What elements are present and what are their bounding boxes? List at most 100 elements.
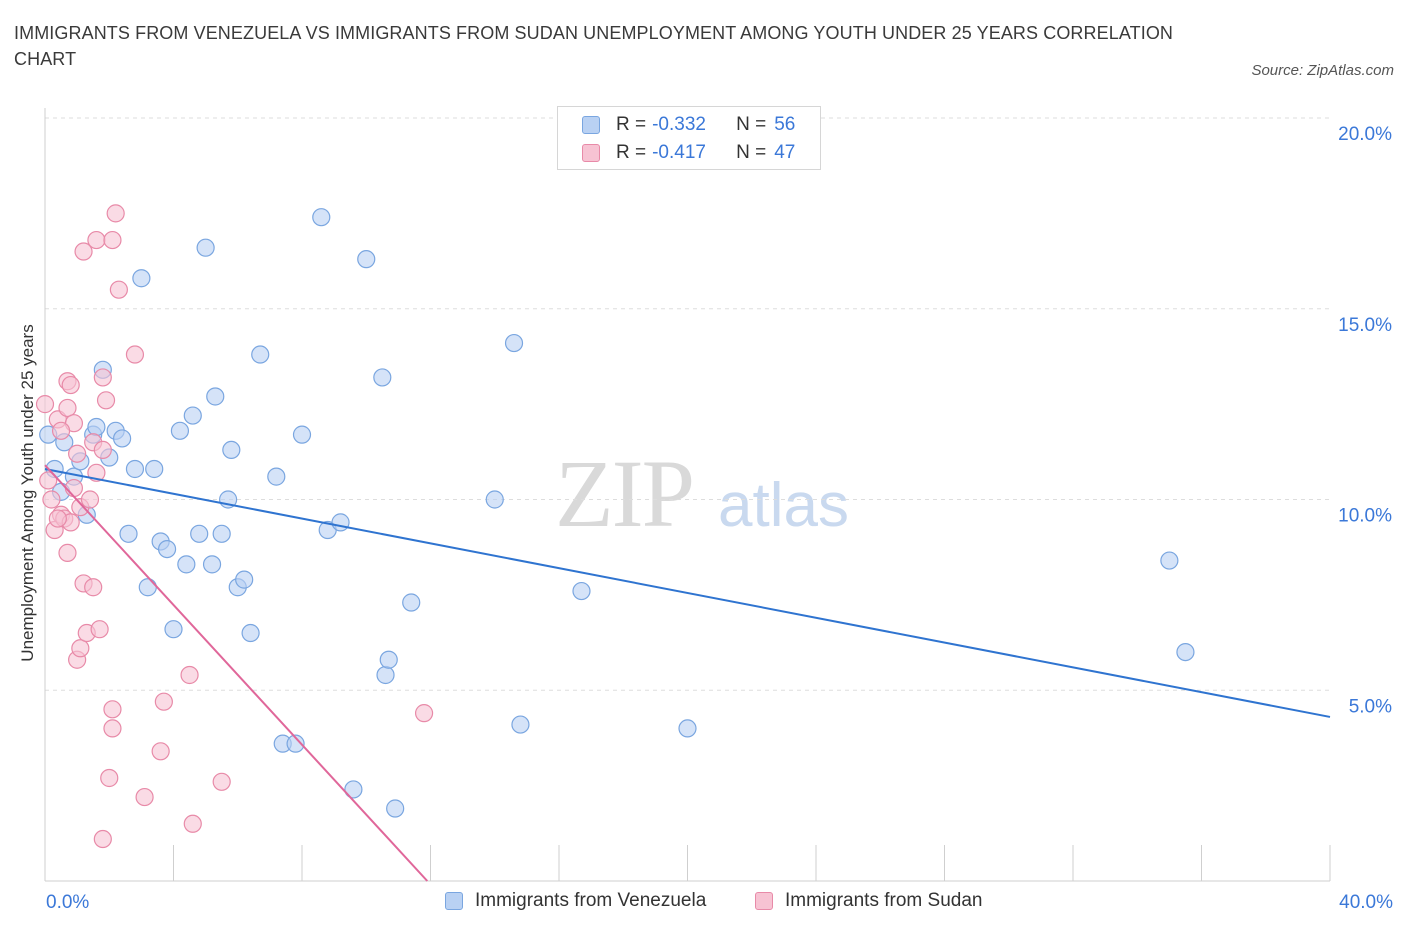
venezuela-point xyxy=(1176,642,1195,662)
venezuela-point xyxy=(87,417,106,437)
venezuela-point xyxy=(119,524,138,543)
venezuela-swatch xyxy=(582,116,600,134)
venezuela-point xyxy=(164,620,183,639)
r-value: -0.332 xyxy=(652,114,706,135)
sudan-point xyxy=(100,768,119,788)
venezuela-point xyxy=(251,345,270,364)
venezuela-point xyxy=(344,780,363,799)
legend-row-sudan: R = -0.417 N = 47 xyxy=(582,139,795,167)
r-label: R = xyxy=(616,142,647,163)
x-tick-label: 0.0% xyxy=(46,892,89,913)
sudan-point xyxy=(51,421,71,440)
venezuela-point xyxy=(572,581,591,601)
sudan-trend-line xyxy=(44,464,429,882)
venezuela-point xyxy=(138,578,157,597)
venezuela-point xyxy=(286,734,305,753)
sudan-point xyxy=(154,692,173,711)
venezuela-point xyxy=(177,555,196,574)
sudan-point xyxy=(87,230,106,250)
venezuela-point xyxy=(386,799,405,818)
venezuela-point xyxy=(170,421,190,440)
venezuela-swatch xyxy=(445,892,463,910)
sudan-point xyxy=(42,490,61,509)
sudan-point xyxy=(103,719,122,738)
venezuela-point xyxy=(379,650,398,669)
series-legend: Immigrants from Venezuela Immigrants fro… xyxy=(0,890,1406,914)
n-value: 47 xyxy=(774,142,796,163)
sudan-point xyxy=(93,368,112,387)
venezuela-point xyxy=(112,429,132,448)
venezuela-point xyxy=(157,539,177,559)
venezuela-point xyxy=(402,593,421,612)
watermark-atlas: atlas xyxy=(718,471,849,540)
sudan-swatch xyxy=(755,892,773,910)
venezuela-point xyxy=(196,238,215,257)
sudan-point xyxy=(106,204,125,223)
venezuela-point xyxy=(485,490,504,509)
venezuela-point xyxy=(504,333,524,353)
venezuela-point xyxy=(241,623,260,643)
y-tick-label: 20.0% xyxy=(1338,124,1392,145)
sudan-point xyxy=(135,787,154,807)
venezuela-point xyxy=(678,719,697,738)
sudan-point xyxy=(84,578,103,597)
x-tick-label: 40.0% xyxy=(1339,892,1393,913)
y-tick-label: 10.0% xyxy=(1338,506,1392,527)
venezuela-point xyxy=(183,406,202,425)
watermark-zip: ZIP xyxy=(555,440,695,547)
venezuela-trend-line xyxy=(44,467,1331,718)
sudan-point xyxy=(58,398,77,418)
sudan-point xyxy=(109,280,128,299)
chart-title: IMMIGRANTS FROM VENEZUELA VS IMMIGRANTS … xyxy=(14,23,1174,69)
points-layer xyxy=(35,204,1195,849)
venezuela-point xyxy=(1160,551,1179,570)
venezuela-point xyxy=(357,250,376,269)
venezuela-point xyxy=(312,208,331,227)
venezuela-point xyxy=(222,440,241,460)
r-label: R = xyxy=(616,114,647,135)
venezuela-point xyxy=(235,570,254,589)
legend-item-sudan[interactable]: Immigrants from Sudan xyxy=(755,890,982,912)
venezuela-point xyxy=(511,715,530,734)
sudan-point xyxy=(125,345,145,364)
sudan-point xyxy=(183,814,202,833)
legend-label-sudan: Immigrants from Sudan xyxy=(785,890,983,911)
source-label: Source: ZipAtlas.com xyxy=(1251,62,1394,79)
venezuela-point xyxy=(212,524,231,543)
y-axis-label: Unemployment Among Youth under 25 years xyxy=(18,324,37,662)
y-tick-label: 5.0% xyxy=(1349,696,1392,717)
venezuela-point xyxy=(331,513,350,532)
legend-row-venezuela: R = -0.332 N = 56 xyxy=(582,111,795,139)
venezuela-point xyxy=(206,387,225,406)
venezuela-point xyxy=(125,459,145,479)
sudan-point xyxy=(35,395,55,414)
venezuela-point xyxy=(376,665,395,685)
sudan-point xyxy=(96,391,116,410)
legend-item-venezuela[interactable]: Immigrants from Venezuela xyxy=(445,890,706,912)
venezuela-point xyxy=(132,269,151,288)
sudan-point xyxy=(58,543,77,563)
sudan-point xyxy=(61,375,80,395)
venezuela-point xyxy=(145,459,164,479)
sudan-point xyxy=(414,704,434,723)
venezuela-point xyxy=(202,555,222,574)
r-value: -0.417 xyxy=(652,142,706,163)
y-tick-label: 15.0% xyxy=(1338,315,1392,336)
grid-layer xyxy=(45,117,1330,691)
venezuela-point xyxy=(190,524,209,543)
sudan-point xyxy=(151,742,170,761)
n-label: N = xyxy=(736,114,767,135)
sudan-point xyxy=(103,700,122,719)
sudan-swatch xyxy=(582,144,600,162)
correlation-legend: R = -0.332 N = 56 R = -0.417 N = 47 xyxy=(557,106,821,170)
sudan-point xyxy=(93,829,112,849)
sudan-point xyxy=(68,444,87,463)
sudan-point xyxy=(103,230,122,250)
sudan-point xyxy=(64,478,84,498)
sudan-point xyxy=(212,772,231,791)
sudan-point xyxy=(80,490,100,509)
venezuela-point xyxy=(373,368,392,387)
legend-label-venezuela: Immigrants from Venezuela xyxy=(475,890,707,911)
venezuela-point xyxy=(267,467,286,486)
